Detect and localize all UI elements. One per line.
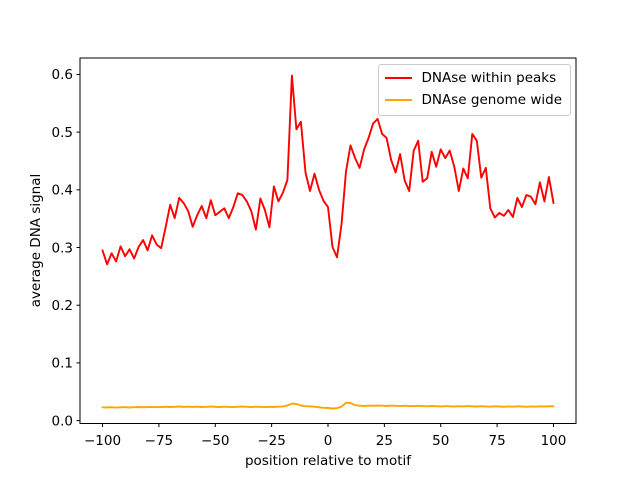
x-tick-label: 50 [432,433,449,449]
x-tick-label: 0 [324,433,333,449]
y-tick-label: 0.4 [52,183,73,199]
x-tick-label: 100 [541,433,567,449]
series-line-0 [101,74,555,266]
data-series [101,74,555,410]
axes: −100 −75 −50 −25 0 25 50 75 100 0.0 0.1 0.2 0.3 0.4 0.… [52,57,577,449]
x-tick-label: 75 [488,433,505,449]
legend: DNAse within peaks DNAse genome wide [377,64,571,116]
x-tick-label: −50 [201,433,230,449]
y-axis-label: average DNA signal [28,174,44,308]
legend-label-dnase-genome-wide: DNAse genome wide [421,91,562,108]
y-tick-label: 0.0 [52,413,73,429]
orange-line-sample-icon [384,99,412,102]
y-tick-label: 0.3 [52,240,73,256]
y-tick-label: 0.5 [52,125,73,141]
legend-item-dnase-genome-wide: DNAse genome wide [384,91,562,109]
y-tick-label: 0.6 [52,67,73,83]
x-tick-label: −100 [84,433,121,449]
series-line-1 [101,401,555,410]
x-tick-label: −25 [257,433,286,449]
legend-label-dnase-within-peaks: DNAse within peaks [421,70,557,86]
y-tick-label: 0.1 [52,356,73,372]
y-tick-label: 0.2 [52,298,73,314]
x-axis-label: position relative to motif [245,453,412,469]
x-tick-label: −75 [145,433,174,449]
legend-item-dnase-within-peaks: DNAse within peaks [384,70,562,87]
red-line-sample-icon [384,77,412,80]
x-tick-label: 25 [376,433,393,449]
